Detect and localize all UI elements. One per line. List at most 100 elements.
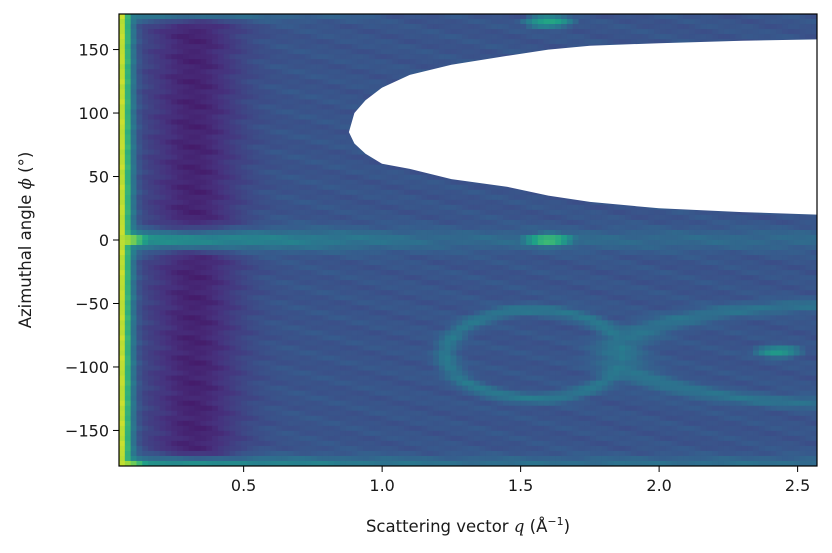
heatmap-cell — [177, 104, 184, 111]
heatmap-cell — [409, 199, 417, 206]
heatmap-cell — [340, 64, 347, 70]
heatmap-cell — [723, 34, 731, 40]
heatmap-cell — [235, 124, 242, 131]
heatmap-cell — [427, 194, 434, 201]
heatmap-cell — [578, 19, 585, 25]
heatmap-cell — [171, 114, 178, 121]
heatmap-cell — [310, 14, 318, 20]
heatmap-cell — [130, 39, 138, 45]
heatmap-cell — [165, 149, 172, 156]
heatmap-cell — [566, 219, 574, 226]
heatmap-cell — [369, 14, 376, 20]
heatmap-cell — [177, 109, 184, 116]
heatmap-cell — [340, 204, 347, 211]
heatmap-cell — [433, 19, 440, 25]
heatmap-cell — [322, 119, 329, 126]
heatmap-cell — [456, 34, 463, 40]
heatmap-cell — [217, 179, 225, 186]
heatmap-cell — [438, 59, 446, 65]
heatmap-cell — [380, 64, 388, 70]
heatmap-cell — [136, 79, 143, 85]
heatmap-cell — [264, 174, 271, 181]
heatmap-cell — [718, 19, 725, 25]
heatmap-cell — [270, 194, 277, 201]
heatmap-cell — [177, 179, 184, 186]
heatmap-cell — [316, 99, 324, 105]
heatmap-cell — [444, 219, 452, 226]
heatmap-cell — [264, 124, 271, 131]
heatmap-cell — [188, 109, 196, 116]
heatmap-cell — [345, 204, 353, 211]
heatmap-cell — [369, 199, 376, 206]
heatmap-cell — [380, 59, 388, 65]
heatmap-cell — [264, 159, 271, 166]
heatmap-cell — [340, 39, 347, 45]
heatmap-cell — [142, 144, 149, 151]
heatmap-cell — [433, 49, 440, 55]
heatmap-cell — [409, 29, 417, 35]
heatmap-cell — [148, 189, 155, 196]
heatmap-cell — [351, 174, 359, 181]
heatmap-cell — [473, 39, 481, 45]
heatmap-cell — [404, 19, 411, 25]
heatmap-cell — [735, 19, 742, 25]
heatmap-cell — [310, 209, 318, 216]
heatmap-cell — [229, 79, 236, 85]
heatmap-cell — [363, 64, 370, 70]
heatmap-cell — [322, 89, 329, 95]
heatmap-cell — [357, 54, 364, 60]
heatmap-cell — [235, 49, 242, 55]
heatmap-cell — [508, 214, 516, 221]
heatmap-cell — [561, 209, 568, 216]
heatmap-cell — [636, 209, 644, 216]
heatmap-cell — [159, 104, 167, 111]
heatmap-cell — [526, 29, 533, 35]
heatmap-cell — [636, 204, 644, 211]
heatmap-cell — [299, 179, 306, 186]
heatmap-cell — [340, 179, 347, 186]
heatmap-cell — [433, 189, 440, 196]
heatmap-cell — [689, 14, 696, 20]
heatmap-cell — [351, 44, 359, 50]
heatmap-cell — [345, 159, 353, 166]
heatmap-cell — [438, 34, 446, 40]
heatmap-cell — [217, 199, 225, 206]
heatmap-cell — [229, 99, 236, 105]
heatmap-cell — [747, 14, 754, 20]
heatmap-cell — [793, 29, 801, 35]
heatmap-cell — [241, 29, 248, 35]
heatmap-cell — [200, 59, 207, 65]
heatmap-cell — [345, 109, 353, 116]
heatmap-cell — [427, 184, 434, 191]
heatmap-cell — [182, 84, 190, 90]
heatmap-cell — [276, 204, 283, 211]
heatmap-cell — [694, 209, 702, 216]
heatmap-cell — [799, 29, 806, 35]
heatmap-cell — [607, 204, 615, 211]
heatmap-cell — [601, 204, 609, 211]
heatmap-cell — [566, 14, 574, 20]
heatmap-cell — [787, 14, 795, 20]
heatmap-cell — [334, 14, 341, 20]
heatmap-cell — [148, 119, 155, 126]
heatmap-cell — [438, 19, 446, 25]
heatmap-cell — [502, 219, 510, 226]
heatmap-cell — [572, 39, 580, 45]
heatmap-cell — [264, 19, 271, 25]
heatmap-cell — [305, 194, 312, 201]
heatmap-cell — [299, 139, 306, 146]
heatmap-cell — [252, 74, 260, 80]
heatmap-cell — [537, 14, 545, 20]
heatmap-cell — [165, 94, 172, 100]
heatmap-cell — [508, 209, 516, 216]
heatmap-cell — [153, 104, 161, 111]
heatmap-cell — [212, 94, 219, 100]
heatmap-cell — [148, 89, 155, 95]
heatmap-cell — [171, 154, 178, 161]
heatmap-cell — [235, 199, 242, 206]
heatmap-cell — [363, 19, 370, 25]
heatmap-cell — [217, 119, 225, 126]
heatmap-cell — [572, 199, 580, 206]
heatmap-cell — [252, 64, 260, 70]
heatmap-cell — [427, 199, 434, 206]
